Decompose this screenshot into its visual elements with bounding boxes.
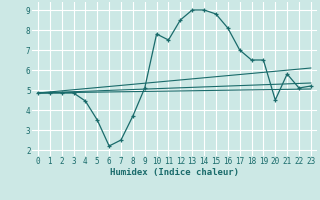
X-axis label: Humidex (Indice chaleur): Humidex (Indice chaleur) bbox=[110, 168, 239, 177]
